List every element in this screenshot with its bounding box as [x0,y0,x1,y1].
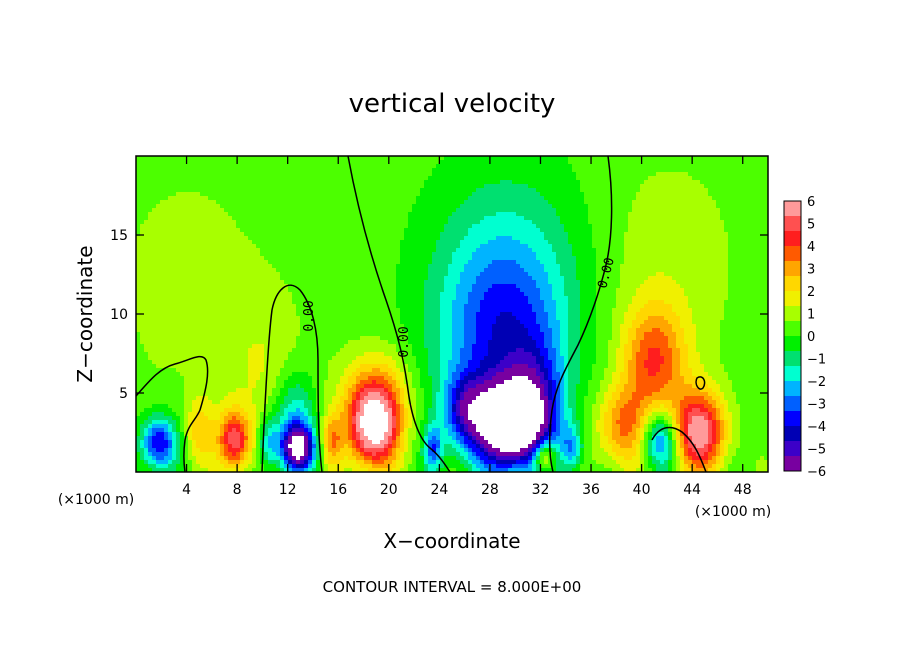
x-unit-right: (×1000 m) [695,504,771,520]
colorbar-label: 2 [807,285,815,300]
colorbar-label: 6 [807,195,815,210]
colorbar-swatch [784,246,801,261]
colorbar-swatch [784,336,801,351]
colorbar-swatch [784,441,801,456]
colorbar-swatch [784,366,801,381]
x-tick-label: 24 [430,482,448,498]
x-axis-label: X−coordinate [383,529,520,553]
colorbar-swatch [784,411,801,426]
colorbar-swatch [784,381,801,396]
colorbar-label: −5 [807,443,826,458]
x-tick-label: 40 [633,482,651,498]
colorbar-swatch [784,201,801,216]
x-tick-label: 32 [532,482,550,498]
y-tick-label: 5 [119,386,128,402]
x-tick-label: 44 [683,482,701,498]
colorbar-label: −6 [807,465,826,480]
colorbar-swatch [784,426,801,441]
colorbar-label: −4 [807,420,826,435]
colorbar-label: 4 [807,240,815,255]
colorbar-label: −3 [807,398,826,413]
x-tick-label: 16 [329,482,347,498]
colorbar-swatch [784,291,801,306]
contour-interval-note: CONTOUR INTERVAL = 8.000E+00 [323,578,582,596]
x-tick-label: 20 [380,482,398,498]
colorbar-label: 3 [807,263,815,278]
colorbar-label: 0 [807,330,815,345]
contour-label: 0.00 [302,300,317,331]
colorbar-swatch [784,216,801,231]
x-tick-label: 28 [481,482,499,498]
x-tick-label: 12 [279,482,297,498]
x-tick-label: 8 [233,482,242,498]
colorbar-swatch [784,351,801,366]
x-tick-label: 36 [582,482,600,498]
colorbar-swatch [784,321,801,336]
plot-area: 0.00 0.00 0.00 [136,156,769,473]
x-tick-label: 48 [734,482,752,498]
colorbar-swatch [784,276,801,291]
colorbar-swatch [784,456,801,471]
contour-label: 0.00 [397,326,412,357]
colorbar-swatch [784,231,801,246]
y-axis-label: Z−coordinate [73,245,97,382]
colorbar: 6 5 4 3 2 1 0 −1 −2 −3 −4 −5 −6 [784,195,826,480]
x-tick-label: 4 [182,482,191,498]
y-tick-label: 10 [110,307,128,323]
colorbar-swatch [784,306,801,321]
x-unit-left: (×1000 m) [58,492,134,508]
chart-title: vertical velocity [349,89,556,119]
colorbar-label: −1 [807,353,826,368]
colorbar-label: −2 [807,375,826,390]
colorbar-label: 1 [807,308,815,323]
colorbar-label: 5 [807,218,815,233]
colorbar-swatch [784,396,801,411]
colorbar-swatch [784,261,801,276]
y-tick-label: 15 [110,228,128,244]
